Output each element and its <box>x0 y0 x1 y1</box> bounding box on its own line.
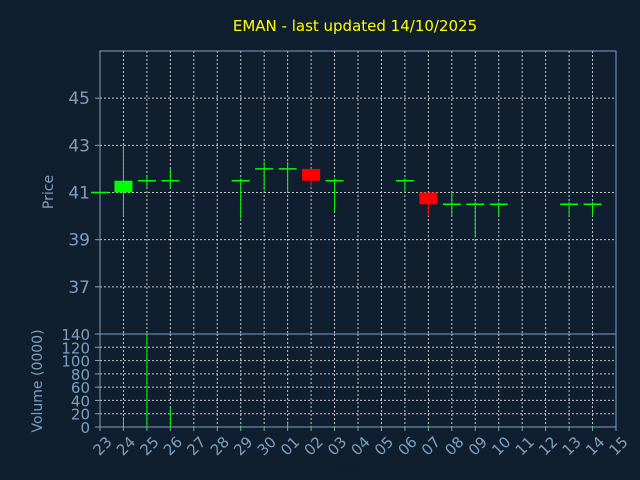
x-axis: 2324252627282930010203040506070809101112… <box>90 427 632 459</box>
volume-tick-label: 60 <box>71 379 90 397</box>
price-panel: 37 39 41 43 45 <box>68 50 617 335</box>
volume-tick-label: 120 <box>61 339 90 357</box>
x-tick-label: 26 <box>160 433 186 459</box>
x-tick-label: 02 <box>301 433 327 459</box>
x-tick-label: 06 <box>394 433 420 459</box>
x-tick-label: 27 <box>183 433 209 459</box>
x-tick-label: 11 <box>512 433 538 459</box>
x-tick-label: 05 <box>371 433 397 459</box>
price-tick-label: 45 <box>68 89 90 109</box>
volume-tick-label: 40 <box>71 392 90 410</box>
x-tick-label: 08 <box>441 433 467 459</box>
x-tick-label: 12 <box>535 433 561 459</box>
x-tick-label: 03 <box>324 433 350 459</box>
x-tick-label: 04 <box>348 433 374 459</box>
x-tick-label: 29 <box>230 433 256 459</box>
x-tick-label: 07 <box>418 433 444 459</box>
volume-tick-label: 80 <box>71 366 90 384</box>
x-tick-label: 30 <box>254 433 280 459</box>
x-tick-label: 14 <box>582 433 608 459</box>
volume-tick-label: 140 <box>61 326 90 344</box>
price-tick-label: 39 <box>68 231 90 251</box>
volume-tick-label: 0 <box>80 419 90 437</box>
price-tick-label: 43 <box>68 136 90 156</box>
price-axis-label: Price <box>41 175 57 209</box>
x-tick-label: 09 <box>465 433 491 459</box>
candle-body <box>419 192 438 205</box>
x-tick-label: 15 <box>606 433 632 459</box>
volume-tick-label: 100 <box>61 353 90 371</box>
x-tick-label: 10 <box>488 433 514 459</box>
x-tick-label: 24 <box>113 433 139 459</box>
x-tick-label: 13 <box>559 433 585 459</box>
price-tick-label: 41 <box>68 184 90 204</box>
x-tick-label: 28 <box>207 433 233 459</box>
chart-title: EMAN - last updated 14/10/2025 <box>233 17 477 35</box>
volume-tick-label: 20 <box>71 406 90 424</box>
x-axis-label: Day <box>334 460 362 476</box>
candle-body <box>114 180 133 193</box>
volume-axis-label: Volume (0000) <box>30 329 46 432</box>
x-tick-label: 01 <box>277 433 303 459</box>
x-tick-label: 25 <box>136 433 162 459</box>
price-tick-label: 37 <box>68 278 90 298</box>
x-tick-label: 23 <box>90 433 116 459</box>
candle-body <box>302 168 321 181</box>
